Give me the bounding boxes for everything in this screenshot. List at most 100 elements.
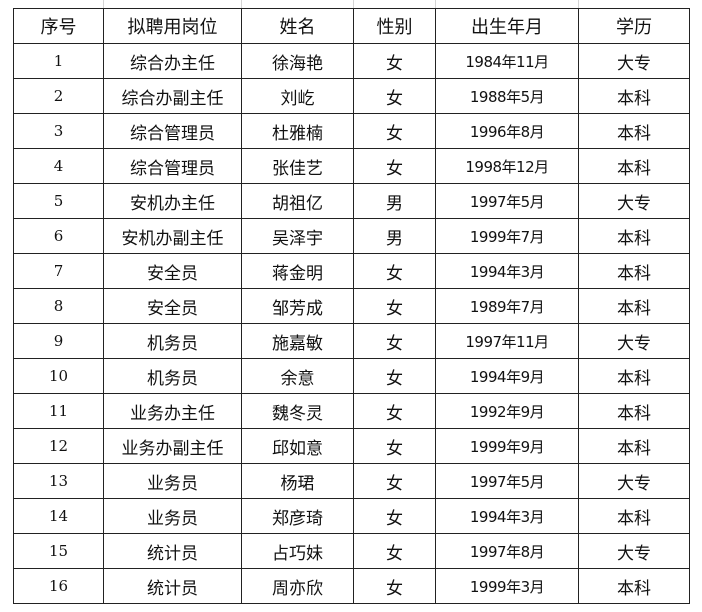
table-row: 9 机务员 施嘉敏女 1997年11月 大专 bbox=[13, 323, 690, 359]
header-col-name: 姓名 bbox=[241, 8, 354, 44]
cell-gender: 女 bbox=[353, 323, 436, 359]
cell-gender: 男 bbox=[353, 218, 436, 254]
cell-index: 8 bbox=[13, 288, 104, 324]
cell-name: 吴泽宇 bbox=[241, 218, 354, 254]
cell-education: 本科 bbox=[578, 498, 690, 534]
cell-education: 本科 bbox=[578, 288, 690, 324]
cell-birth: 1998年12月 bbox=[435, 148, 579, 184]
table-row: 7 安全员 蒋金明女 1994年3月 本科 bbox=[13, 253, 690, 289]
cell-position: 综合办副主任 bbox=[103, 78, 242, 114]
cell-gender: 女 bbox=[353, 533, 436, 569]
cell-gender: 女 bbox=[353, 288, 436, 324]
cell-birth: 1989年7月 bbox=[435, 288, 579, 324]
cell-position: 业务办副主任 bbox=[103, 428, 242, 464]
cell-gender: 女 bbox=[353, 148, 436, 184]
table-row: 6 安机办副主任 吴泽宇男 1999年7月 本科 bbox=[13, 218, 690, 254]
cell-name: 杨珺 bbox=[241, 463, 354, 499]
cell-index: 7 bbox=[13, 253, 104, 289]
cell-education: 本科 bbox=[578, 218, 690, 254]
cell-index: 5 bbox=[13, 183, 104, 219]
cell-name: 邱如意 bbox=[241, 428, 354, 464]
cell-gender: 女 bbox=[353, 428, 436, 464]
header-row: 序号 拟聘用岗位 姓名 性别 出生年月 学历 bbox=[13, 8, 690, 44]
cell-birth: 1997年5月 bbox=[435, 183, 579, 219]
cell-education: 大专 bbox=[578, 43, 690, 79]
cell-birth: 1996年8月 bbox=[435, 113, 579, 149]
cell-index: 15 bbox=[13, 533, 104, 569]
cell-birth: 1984年11月 bbox=[435, 43, 579, 79]
cell-gender: 女 bbox=[353, 498, 436, 534]
cell-index: 1 bbox=[13, 43, 104, 79]
cell-name: 徐海艳 bbox=[241, 43, 354, 79]
header-col-birth: 出生年月 bbox=[435, 8, 579, 44]
cell-education: 本科 bbox=[578, 393, 690, 429]
table-row: 14 业务员 郑彦琦女 1994年3月 本科 bbox=[13, 498, 690, 534]
header-col-education: 学历 bbox=[578, 8, 690, 44]
cell-education: 本科 bbox=[578, 428, 690, 464]
table-row: 13 业务员 杨珺女 1997年5月 大专 bbox=[13, 463, 690, 499]
cell-name: 魏冬灵 bbox=[241, 393, 354, 429]
cell-name: 施嘉敏 bbox=[241, 323, 354, 359]
cell-birth: 1997年5月 bbox=[435, 463, 579, 499]
cell-birth: 1997年11月 bbox=[435, 323, 579, 359]
cell-position: 综合管理员 bbox=[103, 148, 242, 184]
cell-index: 2 bbox=[13, 78, 104, 114]
cell-gender: 女 bbox=[353, 78, 436, 114]
table-row: 15 统计员 占巧妹女 1997年8月 大专 bbox=[13, 533, 690, 569]
cell-education: 本科 bbox=[578, 253, 690, 289]
cell-education: 本科 bbox=[578, 148, 690, 184]
cell-position: 安全员 bbox=[103, 253, 242, 289]
table-row: 4 综合管理员 张佳艺女 1998年12月 本科 bbox=[13, 148, 690, 184]
cell-gender: 女 bbox=[353, 43, 436, 79]
header-col-index: 序号 bbox=[13, 8, 104, 44]
cell-position: 业务办主任 bbox=[103, 393, 242, 429]
cell-position: 机务员 bbox=[103, 358, 242, 394]
cell-birth: 1994年9月 bbox=[435, 358, 579, 394]
cell-gender: 女 bbox=[353, 358, 436, 394]
cell-position: 机务员 bbox=[103, 323, 242, 359]
cell-index: 4 bbox=[13, 148, 104, 184]
table-row: 8 安全员 邹芳成女 1989年7月 本科 bbox=[13, 288, 690, 324]
cell-birth: 1994年3月 bbox=[435, 498, 579, 534]
cell-index: 13 bbox=[13, 463, 104, 499]
cell-position: 业务员 bbox=[103, 498, 242, 534]
cell-education: 本科 bbox=[578, 358, 690, 394]
cell-gender: 女 bbox=[353, 113, 436, 149]
cell-position: 业务员 bbox=[103, 463, 242, 499]
cell-index: 11 bbox=[13, 393, 104, 429]
cell-index: 14 bbox=[13, 498, 104, 534]
cell-position: 统计员 bbox=[103, 533, 242, 569]
cell-birth: 1992年9月 bbox=[435, 393, 579, 429]
cell-birth: 1988年5月 bbox=[435, 78, 579, 114]
cell-birth: 1997年8月 bbox=[435, 533, 579, 569]
cell-name: 郑彦琦 bbox=[241, 498, 354, 534]
cell-index: 6 bbox=[13, 218, 104, 254]
cell-index: 12 bbox=[13, 428, 104, 464]
cell-gender: 女 bbox=[353, 568, 436, 604]
cell-index: 9 bbox=[13, 323, 104, 359]
cell-education: 大专 bbox=[578, 323, 690, 359]
cell-name: 杜雅楠 bbox=[241, 113, 354, 149]
cell-position: 综合办主任 bbox=[103, 43, 242, 79]
cell-name: 周亦欣 bbox=[241, 568, 354, 604]
cell-position: 统计员 bbox=[103, 568, 242, 604]
cell-position: 安机办主任 bbox=[103, 183, 242, 219]
cell-birth: 1999年7月 bbox=[435, 218, 579, 254]
table-row: 2 综合办副主任 刘屹女 1988年5月 本科 bbox=[13, 78, 690, 114]
cell-position: 安全员 bbox=[103, 288, 242, 324]
cell-education: 大专 bbox=[578, 463, 690, 499]
cell-name: 蒋金明 bbox=[241, 253, 354, 289]
cell-name: 胡祖亿 bbox=[241, 183, 354, 219]
sheet-gridlines bbox=[0, 0, 702, 8]
cell-name: 余意 bbox=[241, 358, 354, 394]
cell-gender: 女 bbox=[353, 393, 436, 429]
cell-education: 本科 bbox=[578, 568, 690, 604]
table-row: 1 综合办主任 徐海艳女 1984年11月 大专 bbox=[13, 43, 690, 79]
cell-education: 本科 bbox=[578, 78, 690, 114]
cell-gender: 女 bbox=[353, 463, 436, 499]
cell-education: 大专 bbox=[578, 183, 690, 219]
cell-birth: 1994年3月 bbox=[435, 253, 579, 289]
cell-education: 大专 bbox=[578, 533, 690, 569]
table-row: 5 安机办主任 胡祖亿男 1997年5月 大专 bbox=[13, 183, 690, 219]
cell-birth: 1999年3月 bbox=[435, 568, 579, 604]
